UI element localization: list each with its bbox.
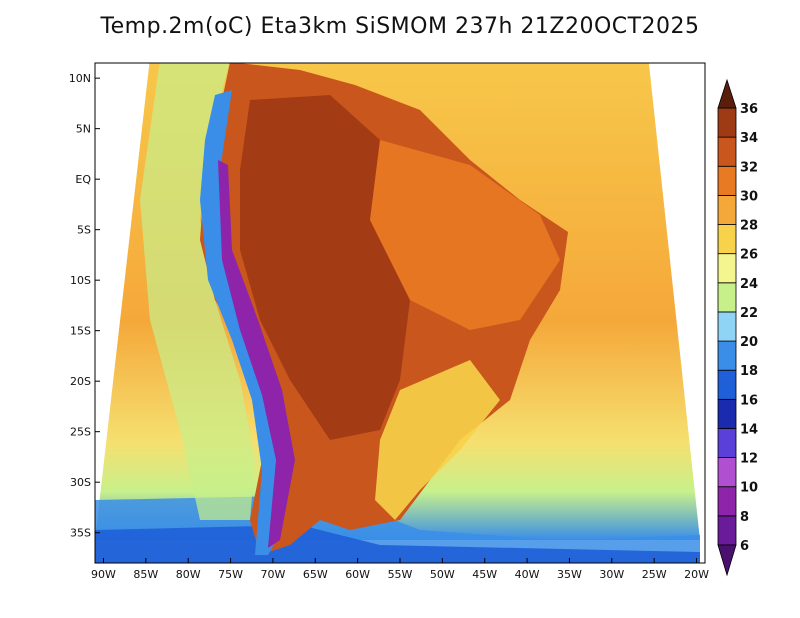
colorbar-label: 16	[740, 393, 758, 408]
colorbar-label: 12	[740, 452, 758, 467]
colorbar-label: 10	[740, 481, 758, 496]
andes-peaks	[218, 160, 295, 548]
longitude-axis: 90W 85W 80W 75W 70W 65W 60W 55W 50W 45W 40W 35W 30W 2…	[91, 558, 709, 581]
pacific-coastal-band	[140, 63, 255, 520]
colorbar-segment	[717, 136, 737, 167]
latitude-axis: 10N 5N EQ 5S 10S 15S 20S 25S 30S 35S	[69, 72, 100, 540]
lat-tick-label: 30S	[70, 476, 91, 489]
lat-tick-label: 20S	[70, 375, 91, 388]
lon-tick-label: 80W	[176, 568, 201, 581]
lon-tick-label: 90W	[91, 568, 116, 581]
colorbar-label: 22	[740, 306, 758, 321]
lon-tick-label: 50W	[430, 568, 455, 581]
lon-tick-label: 55W	[388, 568, 413, 581]
lat-tick-label: 25S	[70, 426, 91, 439]
lon-tick-label: 85W	[133, 568, 158, 581]
colorbar-segment	[717, 107, 737, 138]
lon-tick-label: 25W	[642, 568, 667, 581]
colorbar-label: 36	[740, 102, 758, 117]
colorbar-segment	[717, 428, 737, 459]
lon-tick-label: 20W	[684, 568, 709, 581]
lat-tick-label: 10N	[69, 72, 91, 85]
colorbar-segment	[717, 515, 737, 546]
southern-cold-sea	[95, 525, 700, 563]
colorbar-segment	[717, 486, 737, 517]
lat-tick-label: 10S	[70, 274, 91, 287]
lon-tick-label: 65W	[303, 568, 328, 581]
colorbar-segment	[717, 224, 737, 255]
colorbar-segment	[717, 165, 737, 196]
colorbar-label: 20	[740, 335, 758, 350]
lon-tick-label: 70W	[260, 568, 285, 581]
colorbar-label: 26	[740, 248, 758, 263]
lon-tick-label: 35W	[557, 568, 582, 581]
lat-tick-label: 5N	[76, 123, 91, 136]
colorbar-label: 28	[740, 219, 758, 234]
colorbar-segment	[717, 282, 737, 313]
colorbar-segment	[717, 340, 737, 371]
lon-tick-label: 40W	[515, 568, 540, 581]
lat-tick-label: EQ	[75, 173, 91, 186]
map-area	[95, 63, 700, 563]
lon-tick-label: 45W	[472, 568, 497, 581]
colorbar-segment	[717, 194, 737, 225]
colorbar-upper-triangle	[717, 78, 737, 109]
colorbar-lower-triangle	[717, 544, 737, 577]
northeast-region	[370, 140, 560, 330]
colorbar-label: 8	[740, 510, 749, 525]
colorbar: 6 8 10 12 14 16 18 20 22 24 26 28 30 32 34 36	[717, 78, 758, 577]
lon-tick-label: 60W	[345, 568, 370, 581]
colorbar-segment	[717, 369, 737, 400]
colorbar-segment	[717, 457, 737, 488]
colorbar-label: 18	[740, 364, 758, 379]
lon-tick-label: 75W	[218, 568, 243, 581]
colorbar-label: 14	[740, 422, 758, 437]
lat-tick-label: 15S	[70, 325, 91, 338]
lon-tick-label: 30W	[599, 568, 624, 581]
colorbar-label: 34	[740, 131, 758, 146]
lat-tick-label: 5S	[77, 224, 91, 237]
southeast-mild	[375, 360, 500, 520]
colorbar-segment	[717, 398, 737, 429]
colorbar-label: 24	[740, 277, 758, 292]
colorbar-label: 32	[740, 160, 758, 175]
map-title: Temp.2m(oC) Eta3km SiSMOM 237h 21Z20OCT2…	[100, 14, 700, 39]
colorbar-segment	[717, 311, 737, 342]
colorbar-label: 6	[740, 539, 749, 554]
hot-core	[240, 95, 410, 440]
colorbar-segment	[717, 253, 737, 284]
lat-tick-label: 35S	[70, 527, 91, 540]
colorbar-label: 30	[740, 189, 758, 204]
